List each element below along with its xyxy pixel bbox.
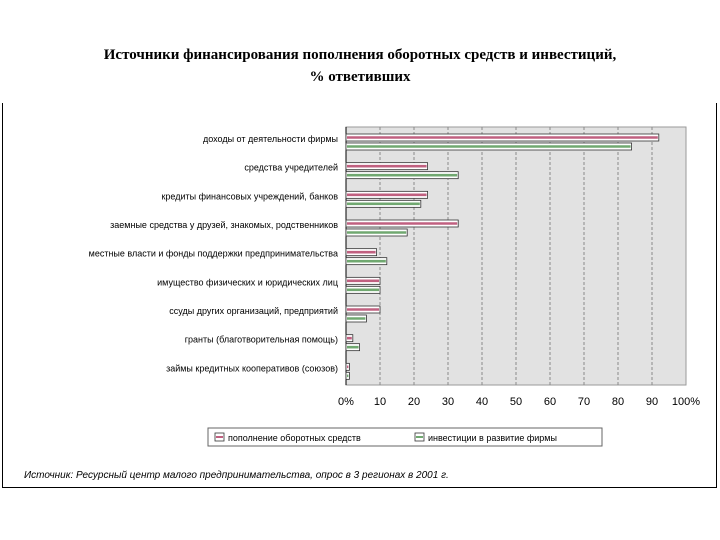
x-tick-label: 70 — [578, 396, 590, 408]
category-label: займы кредитных кооперативов (союзов) — [166, 363, 338, 373]
source-note: Источник: Ресурсный центр малого предпри… — [24, 470, 449, 481]
x-tick-label: 20 — [408, 396, 420, 408]
frame-border-left — [2, 103, 3, 488]
x-tick-label: 90 — [646, 396, 658, 408]
category-label: гранты (благотворительная помощь) — [185, 335, 338, 345]
legend-label: пополнение оборотных средств — [228, 433, 361, 443]
chart-title-line-1: Источники финансирования пополнения обор… — [103, 47, 617, 63]
legend-label: инвестиции в развитие фирмы — [428, 433, 557, 443]
category-label: доходы от деятельности фирмы — [203, 134, 338, 144]
chart-title-line-2: % ответивших — [309, 69, 411, 85]
x-tick-label: 0% — [338, 396, 354, 408]
x-tick-label: 80 — [612, 396, 624, 408]
legend-box — [207, 427, 603, 447]
x-tick-label: 50 — [510, 396, 522, 408]
category-label: имущество физических и юридических лиц — [157, 277, 338, 287]
x-tick-label: 40 — [476, 396, 488, 408]
frame-border-right — [716, 103, 717, 488]
x-tick-label: 10 — [374, 396, 386, 408]
chart-title: Источники финансирования пополнения обор… — [0, 44, 720, 88]
category-label: ссуды других организаций, предприятий — [169, 306, 338, 316]
category-label: местные власти и фонды поддержки предпри… — [89, 249, 338, 259]
category-label: заемные средства у друзей, знакомых, род… — [110, 220, 338, 230]
category-label: средства учредителей — [244, 163, 338, 173]
x-tick-label: 30 — [442, 396, 454, 408]
frame-border-bottom — [2, 487, 717, 488]
x-tick-label: 100% — [672, 396, 700, 408]
x-tick-label: 60 — [544, 396, 556, 408]
category-label: кредиты финансовых учреждений, банков — [161, 191, 338, 201]
